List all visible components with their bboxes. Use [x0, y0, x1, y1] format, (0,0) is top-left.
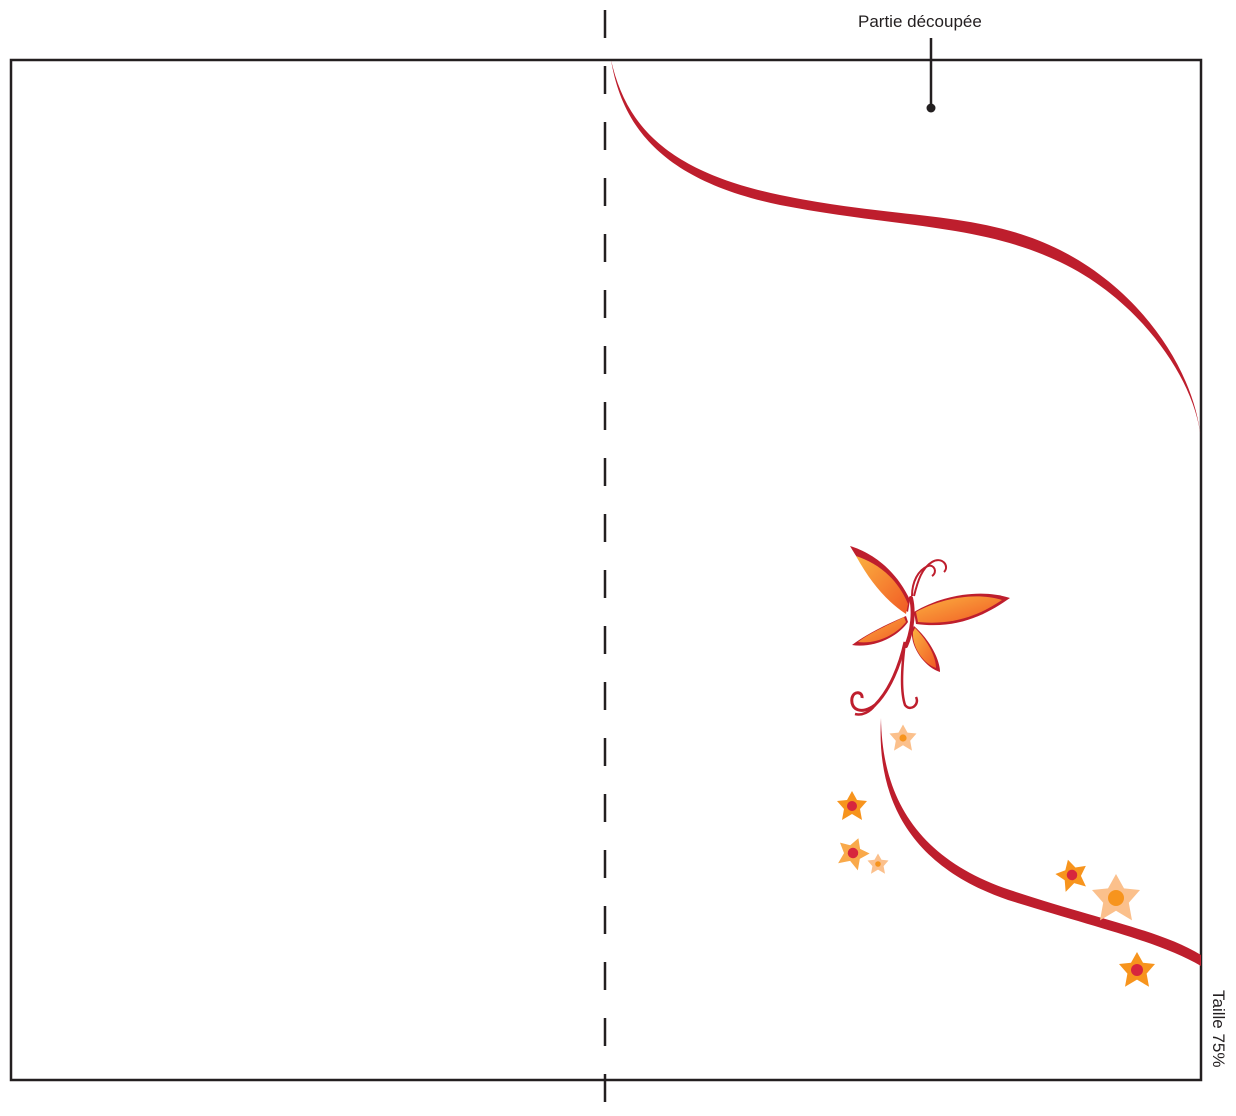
flower-icon [1092, 874, 1140, 921]
cut-curve [611, 60, 1201, 440]
flower-icon [837, 791, 867, 820]
flower-icon [1119, 952, 1155, 987]
butterfly-icon [850, 546, 1010, 716]
flower-icon [833, 832, 874, 873]
flower-icon [1052, 855, 1092, 894]
cut-leader-dot [926, 103, 936, 113]
flower-icon [867, 853, 889, 874]
size-label: Taille 75% [1209, 990, 1228, 1068]
cut-part-label: Partie découpée [858, 12, 982, 31]
flower-icon [889, 724, 917, 751]
bottom-ribbon [880, 718, 1201, 966]
